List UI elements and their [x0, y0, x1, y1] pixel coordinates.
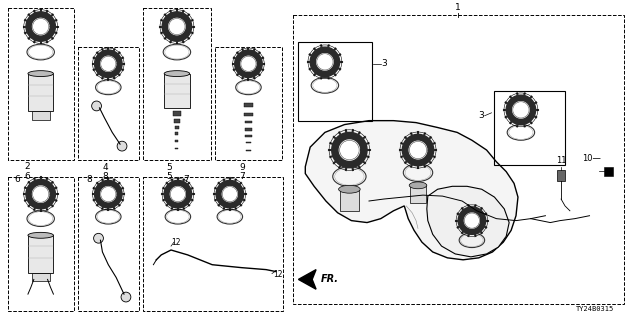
Circle shape: [117, 141, 127, 151]
Ellipse shape: [28, 232, 53, 238]
Circle shape: [222, 187, 237, 202]
Circle shape: [317, 54, 333, 70]
Bar: [604, 167, 613, 176]
Circle shape: [93, 233, 104, 243]
Text: 10—: 10—: [582, 154, 601, 163]
Bar: [78, 47, 139, 160]
Polygon shape: [427, 186, 509, 257]
Polygon shape: [95, 50, 122, 77]
Circle shape: [121, 292, 131, 302]
Bar: [175, 125, 179, 129]
Polygon shape: [310, 47, 340, 76]
Bar: [410, 185, 426, 203]
Bar: [244, 103, 253, 107]
Circle shape: [465, 213, 479, 228]
Circle shape: [100, 56, 116, 71]
Bar: [495, 91, 565, 165]
Bar: [175, 132, 179, 135]
Bar: [143, 177, 283, 311]
Circle shape: [33, 19, 49, 35]
Circle shape: [410, 141, 427, 159]
Bar: [175, 148, 179, 149]
Text: FR.: FR.: [321, 275, 339, 284]
Bar: [78, 177, 139, 311]
Polygon shape: [26, 12, 56, 41]
Text: 12: 12: [273, 270, 282, 279]
Circle shape: [169, 19, 185, 35]
Text: 5: 5: [166, 172, 172, 180]
Circle shape: [100, 187, 116, 202]
Ellipse shape: [409, 182, 427, 189]
Text: 7: 7: [239, 172, 245, 180]
Bar: [245, 135, 252, 137]
Bar: [28, 74, 53, 111]
Ellipse shape: [164, 71, 189, 76]
Text: 6: 6: [24, 172, 30, 180]
Bar: [28, 235, 53, 273]
Bar: [215, 47, 282, 160]
Ellipse shape: [28, 71, 53, 76]
Text: 5: 5: [166, 163, 172, 172]
Bar: [175, 140, 179, 142]
Bar: [32, 273, 49, 281]
Circle shape: [92, 101, 102, 111]
Bar: [8, 8, 74, 160]
Text: 3: 3: [381, 59, 387, 68]
Text: 9: 9: [239, 163, 245, 172]
Polygon shape: [162, 12, 191, 41]
Text: 3: 3: [478, 111, 484, 120]
Circle shape: [33, 186, 49, 202]
Text: 7: 7: [183, 174, 189, 184]
Bar: [245, 129, 252, 131]
Text: 12: 12: [171, 238, 180, 247]
Polygon shape: [216, 180, 244, 208]
Polygon shape: [26, 180, 56, 209]
Bar: [173, 111, 181, 116]
Text: 11: 11: [556, 156, 566, 165]
Bar: [340, 189, 359, 211]
Circle shape: [340, 140, 359, 160]
Bar: [164, 74, 189, 108]
Text: 8: 8: [102, 172, 108, 180]
Bar: [246, 142, 252, 143]
Bar: [174, 119, 180, 123]
Circle shape: [513, 102, 529, 118]
Polygon shape: [95, 180, 122, 208]
Polygon shape: [506, 95, 536, 124]
Bar: [292, 15, 624, 304]
Bar: [32, 111, 49, 120]
Polygon shape: [164, 180, 191, 208]
Circle shape: [241, 56, 256, 71]
Polygon shape: [298, 270, 316, 289]
Bar: [244, 121, 252, 124]
Text: 1: 1: [455, 3, 461, 12]
Text: 6: 6: [14, 174, 20, 184]
Bar: [246, 150, 251, 151]
Polygon shape: [458, 207, 486, 234]
Text: TY24B0315: TY24B0315: [576, 306, 614, 312]
Bar: [8, 177, 74, 311]
Polygon shape: [305, 121, 518, 260]
Ellipse shape: [339, 185, 360, 193]
Bar: [557, 170, 565, 181]
Bar: [244, 113, 253, 116]
Circle shape: [170, 187, 186, 202]
Polygon shape: [332, 132, 367, 168]
Text: 2: 2: [24, 162, 29, 171]
Polygon shape: [235, 50, 262, 77]
Bar: [143, 8, 211, 160]
Text: 8: 8: [87, 174, 93, 184]
Polygon shape: [403, 134, 434, 166]
Text: 4: 4: [102, 163, 108, 172]
Bar: [298, 42, 372, 121]
